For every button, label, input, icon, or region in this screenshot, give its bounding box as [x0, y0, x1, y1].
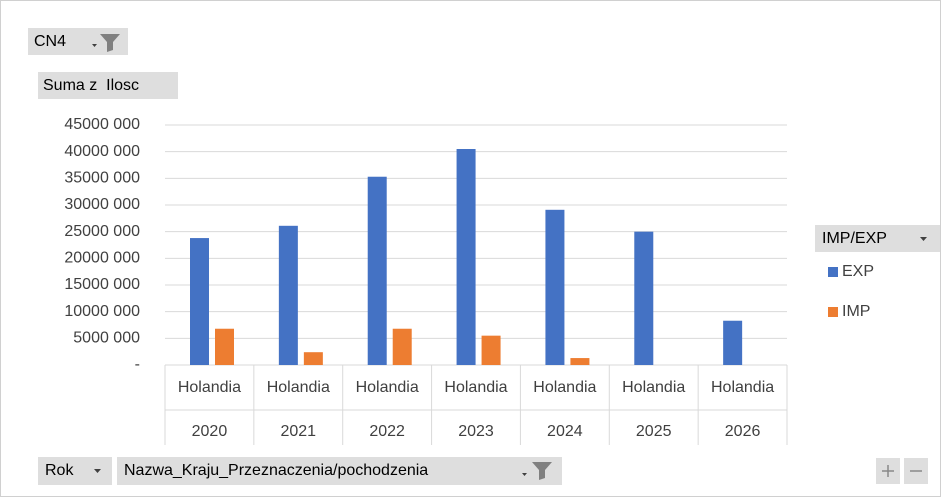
axis-field[interactable]: Rok: [45, 462, 74, 479]
filter-icon: [100, 34, 120, 52]
bar: [570, 358, 590, 365]
x-tick-label: 2026: [725, 423, 761, 440]
bar: [456, 149, 476, 365]
y-tick-label: 5000 000: [73, 330, 140, 347]
x-sublabel: Holandia: [444, 379, 507, 396]
filter-field[interactable]: CN4: [34, 33, 66, 50]
y-tick-label: 35000 000: [64, 170, 140, 187]
bar: [634, 231, 654, 365]
y-tick-label: 10000 000: [64, 303, 140, 320]
bar: [215, 328, 234, 365]
x-sublabel: Holandia: [711, 379, 774, 396]
y-tick-label: 40000 000: [64, 143, 140, 160]
x-sublabel: Holandia: [356, 379, 419, 396]
bar: [481, 335, 501, 365]
value-field[interactable]: Suma z Ilosc: [43, 77, 139, 94]
value-field-button[interactable]: [38, 72, 178, 99]
dropdown-icon: [94, 469, 101, 473]
bar: [278, 225, 298, 365]
y-tick-label: 20000 000: [64, 250, 140, 267]
dropdown-icon: [522, 473, 527, 476]
y-tick-label: 15000 000: [64, 276, 140, 293]
x-sublabel: Holandia: [533, 379, 596, 396]
x-tick-label: 2025: [636, 423, 672, 440]
legend-field-button[interactable]: [815, 225, 940, 252]
legend-swatch: [828, 307, 838, 317]
filter-icon: [532, 462, 552, 480]
axis-field-button[interactable]: [117, 457, 562, 485]
y-tick-label: -: [135, 356, 140, 373]
x-tick-label: 2021: [280, 423, 316, 440]
y-tick-label: 30000 000: [64, 196, 140, 213]
x-sublabel: Holandia: [178, 379, 241, 396]
dropdown-icon: [92, 44, 97, 47]
x-tick-label: 2024: [547, 423, 583, 440]
bar: [367, 176, 387, 365]
bar: [545, 209, 565, 365]
x-tick-label: 2023: [458, 423, 494, 440]
axis-field[interactable]: Nazwa_Kraju_Przeznaczenia/pochodzenia: [124, 462, 428, 479]
legend-label: EXP: [842, 263, 874, 280]
x-tick-label: 2022: [369, 423, 405, 440]
x-sublabel: Holandia: [622, 379, 685, 396]
x-tick-label: 2020: [192, 423, 228, 440]
bar: [303, 352, 323, 365]
x-sublabel: Holandia: [267, 379, 330, 396]
bar: [392, 328, 412, 365]
y-tick-label: 25000 000: [64, 223, 140, 240]
bar: [723, 320, 743, 365]
legend-label: IMP: [842, 303, 870, 320]
legend-field[interactable]: IMP/EXP: [822, 230, 887, 247]
plus-icon: [882, 465, 894, 477]
legend-swatch: [828, 267, 838, 277]
bar: [190, 238, 209, 365]
y-tick-label: 45000 000: [64, 116, 140, 133]
dropdown-icon: [920, 237, 927, 241]
axis-field-button[interactable]: [38, 457, 112, 485]
